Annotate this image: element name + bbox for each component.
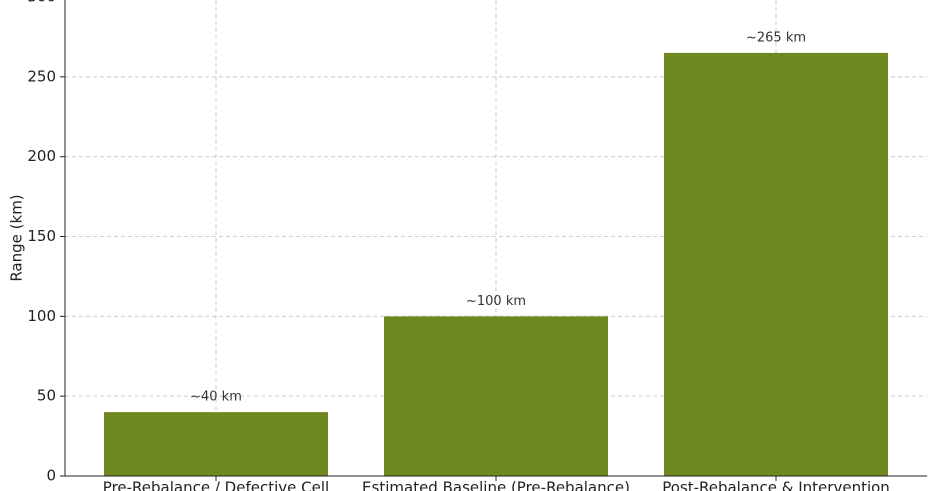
y-tick-label: 50: [37, 387, 56, 405]
y-tick-label: 250: [27, 67, 56, 85]
value-label: ~265 km: [746, 30, 806, 45]
value-label: ~100 km: [466, 294, 526, 309]
x-tick-label: Pre-Rebalance / Defective Cell: [103, 479, 329, 491]
y-tick-label: 150: [27, 227, 56, 245]
bar: [384, 316, 608, 476]
y-tick-label: 200: [27, 147, 56, 165]
bar: [104, 412, 328, 476]
y-tick-label: 300: [27, 0, 56, 6]
x-tick-label: Post-Rebalance & Intervention: [662, 479, 890, 491]
y-tick-label: 0: [46, 467, 56, 485]
x-tick-label: Estimated Baseline (Pre-Rebalance): [362, 479, 630, 491]
bar: [664, 52, 888, 477]
y-tick-label: 100: [27, 307, 56, 325]
value-label: ~40 km: [190, 390, 242, 405]
y-axis-label: Range (km): [8, 194, 26, 281]
